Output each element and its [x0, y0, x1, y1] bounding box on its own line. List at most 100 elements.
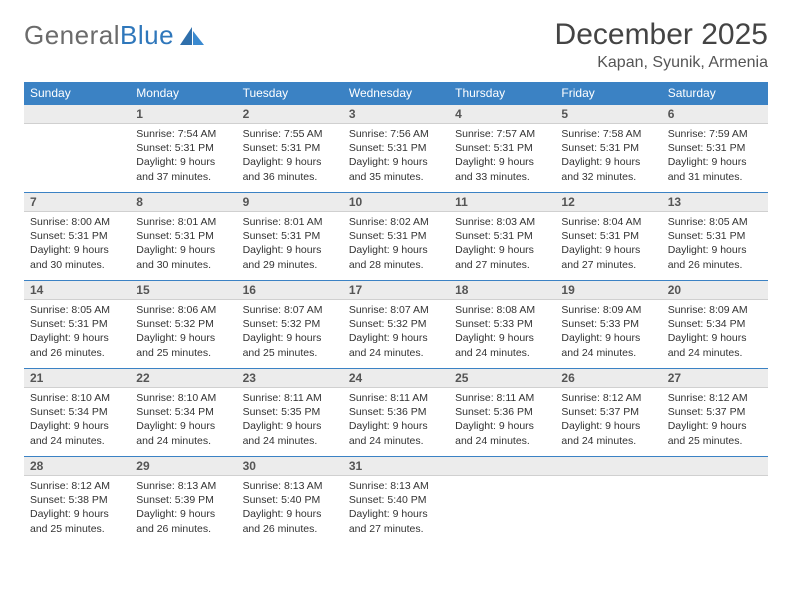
daylight-text: Daylight: 9 hours and 25 minutes.	[30, 507, 124, 535]
day-number: 29	[130, 456, 236, 476]
day-number: 17	[343, 280, 449, 300]
calendar-week-row: 28Sunrise: 8:12 AMSunset: 5:38 PMDayligh…	[24, 456, 768, 544]
brand-logo: GeneralBlue	[24, 18, 206, 51]
calendar-cell: 29 Sunrise: 8:13 AMSunset: 5:39 PMDayligh…	[130, 456, 236, 544]
day-details: Sunrise: 8:12 AMSunset: 5:38 PMDaylight:…	[24, 476, 130, 540]
calendar-cell: 17Sunrise: 8:07 AMSunset: 5:32 PMDayligh…	[343, 280, 449, 368]
daylight-text: Daylight: 9 hours and 25 minutes.	[136, 331, 230, 359]
sunrise-text: Sunrise: 8:12 AM	[668, 391, 762, 405]
sunrise-text: Sunrise: 8:13 AM	[136, 479, 230, 493]
day-number: 23	[237, 368, 343, 388]
day-number-empty	[24, 104, 130, 124]
day-details: Sunrise: 7:57 AMSunset: 5:31 PMDaylight:…	[449, 124, 555, 188]
day-details: Sunrise: 8:05 AMSunset: 5:31 PMDaylight:…	[662, 212, 768, 276]
sunrise-text: Sunrise: 8:06 AM	[136, 303, 230, 317]
sunrise-text: Sunrise: 8:08 AM	[455, 303, 549, 317]
day-number: 7	[24, 192, 130, 212]
day-number: 27	[662, 368, 768, 388]
day-number: 15	[130, 280, 236, 300]
sunset-text: Sunset: 5:34 PM	[668, 317, 762, 331]
calendar-page: GeneralBlue December 2025 Kapan, Syunik,…	[0, 0, 792, 554]
day-number: 24	[343, 368, 449, 388]
day-details: Sunrise: 8:12 AMSunset: 5:37 PMDaylight:…	[662, 388, 768, 452]
sunset-text: Sunset: 5:31 PM	[668, 229, 762, 243]
weekday-header: Saturday	[662, 82, 768, 104]
day-number: 14	[24, 280, 130, 300]
sunset-text: Sunset: 5:33 PM	[561, 317, 655, 331]
day-number: 4	[449, 104, 555, 124]
sunset-text: Sunset: 5:31 PM	[455, 141, 549, 155]
day-number: 31	[343, 456, 449, 476]
weekday-header: Tuesday	[237, 82, 343, 104]
day-details: Sunrise: 8:11 AMSunset: 5:35 PMDaylight:…	[237, 388, 343, 452]
sunrise-text: Sunrise: 8:11 AM	[455, 391, 549, 405]
day-details: Sunrise: 8:00 AMSunset: 5:31 PMDaylight:…	[24, 212, 130, 276]
daylight-text: Daylight: 9 hours and 28 minutes.	[349, 243, 443, 271]
calendar-cell: 7Sunrise: 8:00 AMSunset: 5:31 PMDaylight…	[24, 192, 130, 280]
sunset-text: Sunset: 5:40 PM	[243, 493, 337, 507]
sunset-text: Sunset: 5:31 PM	[136, 229, 230, 243]
daylight-text: Daylight: 9 hours and 27 minutes.	[561, 243, 655, 271]
sunset-text: Sunset: 5:31 PM	[243, 229, 337, 243]
brand-part1: General	[24, 20, 120, 51]
sunset-text: Sunset: 5:39 PM	[136, 493, 230, 507]
day-details: Sunrise: 8:02 AMSunset: 5:31 PMDaylight:…	[343, 212, 449, 276]
daylight-text: Daylight: 9 hours and 24 minutes.	[668, 331, 762, 359]
weekday-header: Monday	[130, 82, 236, 104]
calendar-cell: 4Sunrise: 7:57 AMSunset: 5:31 PMDaylight…	[449, 104, 555, 192]
calendar-cell: 11Sunrise: 8:03 AMSunset: 5:31 PMDayligh…	[449, 192, 555, 280]
calendar-cell	[662, 456, 768, 544]
day-number: 19	[555, 280, 661, 300]
calendar-week-row: 1Sunrise: 7:54 AMSunset: 5:31 PMDaylight…	[24, 104, 768, 192]
sunrise-text: Sunrise: 8:10 AM	[30, 391, 124, 405]
day-details: Sunrise: 8:01 AMSunset: 5:31 PMDaylight:…	[237, 212, 343, 276]
day-details: Sunrise: 8:09 AMSunset: 5:33 PMDaylight:…	[555, 300, 661, 364]
sunset-text: Sunset: 5:34 PM	[136, 405, 230, 419]
calendar-cell: 6Sunrise: 7:59 AMSunset: 5:31 PMDaylight…	[662, 104, 768, 192]
day-details: Sunrise: 8:08 AMSunset: 5:33 PMDaylight:…	[449, 300, 555, 364]
daylight-text: Daylight: 9 hours and 24 minutes.	[243, 419, 337, 447]
calendar-cell: 30Sunrise: 8:13 AMSunset: 5:40 PMDayligh…	[237, 456, 343, 544]
header: GeneralBlue December 2025 Kapan, Syunik,…	[24, 18, 768, 72]
daylight-text: Daylight: 9 hours and 26 minutes.	[30, 331, 124, 359]
day-number: 12	[555, 192, 661, 212]
day-number: 10	[343, 192, 449, 212]
sunrise-text: Sunrise: 8:02 AM	[349, 215, 443, 229]
sunset-text: Sunset: 5:36 PM	[455, 405, 549, 419]
day-number: 26	[555, 368, 661, 388]
day-details: Sunrise: 7:59 AMSunset: 5:31 PMDaylight:…	[662, 124, 768, 188]
day-details: Sunrise: 8:13 AMSunset: 5:40 PMDaylight:…	[237, 476, 343, 540]
daylight-text: Daylight: 9 hours and 25 minutes.	[668, 419, 762, 447]
sail-icon	[178, 25, 206, 47]
daylight-text: Daylight: 9 hours and 26 minutes.	[136, 507, 230, 535]
day-number: 2	[237, 104, 343, 124]
day-number: 18	[449, 280, 555, 300]
daylight-text: Daylight: 9 hours and 31 minutes.	[668, 155, 762, 183]
weekday-header-row: Sunday Monday Tuesday Wednesday Thursday…	[24, 82, 768, 104]
sunrise-text: Sunrise: 8:12 AM	[30, 479, 124, 493]
daylight-text: Daylight: 9 hours and 29 minutes.	[243, 243, 337, 271]
calendar-cell: 25Sunrise: 8:11 AMSunset: 5:36 PMDayligh…	[449, 368, 555, 456]
sunrise-text: Sunrise: 8:04 AM	[561, 215, 655, 229]
sunrise-text: Sunrise: 7:58 AM	[561, 127, 655, 141]
calendar-cell: 16Sunrise: 8:07 AMSunset: 5:32 PMDayligh…	[237, 280, 343, 368]
calendar-cell: 15Sunrise: 8:06 AMSunset: 5:32 PMDayligh…	[130, 280, 236, 368]
sunrise-text: Sunrise: 8:00 AM	[30, 215, 124, 229]
sunset-text: Sunset: 5:32 PM	[243, 317, 337, 331]
weekday-header: Wednesday	[343, 82, 449, 104]
daylight-text: Daylight: 9 hours and 24 minutes.	[349, 331, 443, 359]
title-block: December 2025 Kapan, Syunik, Armenia	[555, 18, 768, 72]
calendar-cell: 13Sunrise: 8:05 AMSunset: 5:31 PMDayligh…	[662, 192, 768, 280]
calendar-week-row: 7Sunrise: 8:00 AMSunset: 5:31 PMDaylight…	[24, 192, 768, 280]
day-number-empty	[662, 456, 768, 476]
calendar-cell: 14Sunrise: 8:05 AMSunset: 5:31 PMDayligh…	[24, 280, 130, 368]
sunset-text: Sunset: 5:31 PM	[349, 229, 443, 243]
calendar-week-row: 14Sunrise: 8:05 AMSunset: 5:31 PMDayligh…	[24, 280, 768, 368]
calendar-cell	[555, 456, 661, 544]
day-number: 13	[662, 192, 768, 212]
day-number: 9	[237, 192, 343, 212]
day-details: Sunrise: 8:11 AMSunset: 5:36 PMDaylight:…	[343, 388, 449, 452]
daylight-text: Daylight: 9 hours and 35 minutes.	[349, 155, 443, 183]
sunrise-text: Sunrise: 8:05 AM	[668, 215, 762, 229]
sunset-text: Sunset: 5:31 PM	[30, 229, 124, 243]
